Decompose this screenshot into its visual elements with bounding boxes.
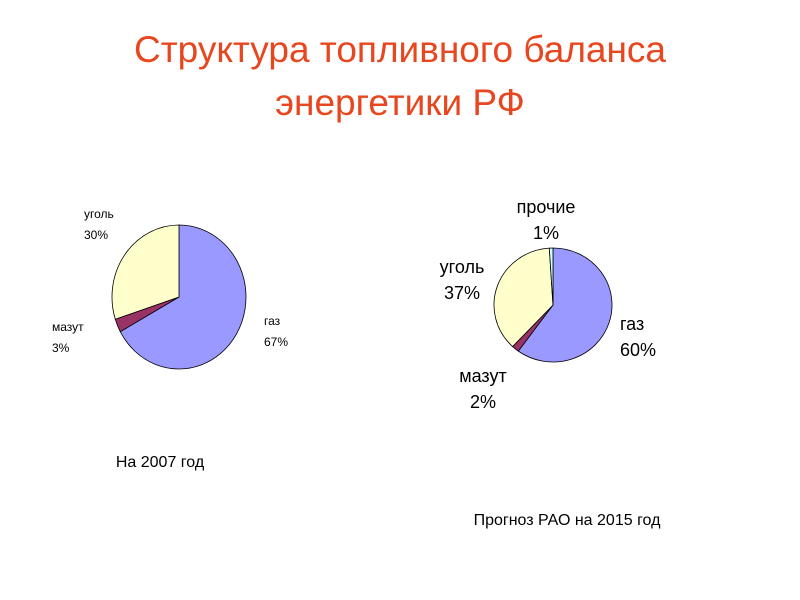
slice-label: газ [620,314,644,334]
pie-slice [517,247,613,363]
pie-slice [493,247,554,348]
slice-label: мазут [459,366,506,386]
chart-caption: Прогноз РАО на 2015 год [474,512,662,529]
slide-title: энергетики РФ [275,82,525,123]
slice-value-label: 30% [84,228,108,242]
slice-value-label: 67% [264,335,288,349]
slice-value-label: 37% [444,283,480,303]
slice-value-label: 2% [470,392,496,412]
slide-title: Структура топливного баланса [134,29,666,70]
slice-label: газ [264,314,281,328]
pie-slice [548,247,554,306]
slice-label: мазут [52,320,84,334]
slice-value-label: 60% [620,340,656,360]
slice-label: уголь [440,257,485,277]
chart-caption: На 2007 год [116,454,205,471]
slice-label: уголь [84,207,114,221]
slice-value-label: 3% [52,341,70,355]
pie-slice [119,224,247,370]
slice-value-label: 1% [533,223,559,243]
pie-slice [111,224,180,320]
slice-label: прочие [517,197,576,217]
